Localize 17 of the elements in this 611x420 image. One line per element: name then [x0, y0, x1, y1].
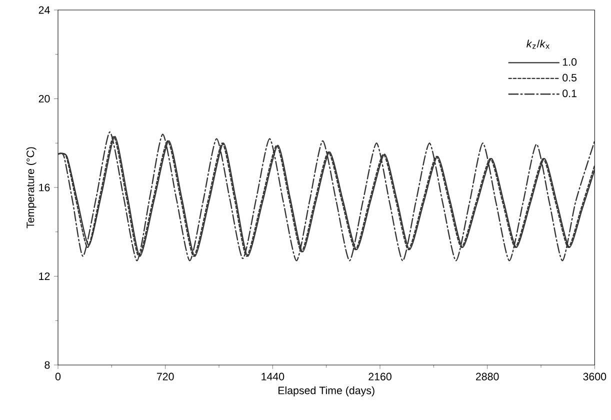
legend-title: k$_{z}$/k$_{x}$	[526, 40, 550, 49]
legend-label: 0.5	[562, 74, 577, 82]
y-tick-label: 20	[38, 94, 50, 103]
x-tick-label: 2160	[368, 372, 392, 380]
x-axis-title: Elapsed Time (days)	[278, 386, 374, 396]
x-tick-label: 2880	[476, 372, 499, 380]
legend-label: 1.0	[562, 58, 577, 66]
y-tick-label: 16	[39, 184, 50, 192]
legend-label: 0.1	[562, 90, 576, 98]
y-tick-label: 24	[38, 6, 50, 14]
y-tick-label: 8	[44, 361, 50, 369]
y-axis-title: Temperature (°C)	[26, 147, 36, 228]
x-tick-label: 720	[156, 372, 174, 380]
x-tick-label: 0	[55, 372, 61, 380]
y-tick-label: 12	[39, 272, 50, 280]
x-tick-label: 3600	[583, 372, 606, 380]
x-tick-label: 1440	[262, 372, 284, 380]
